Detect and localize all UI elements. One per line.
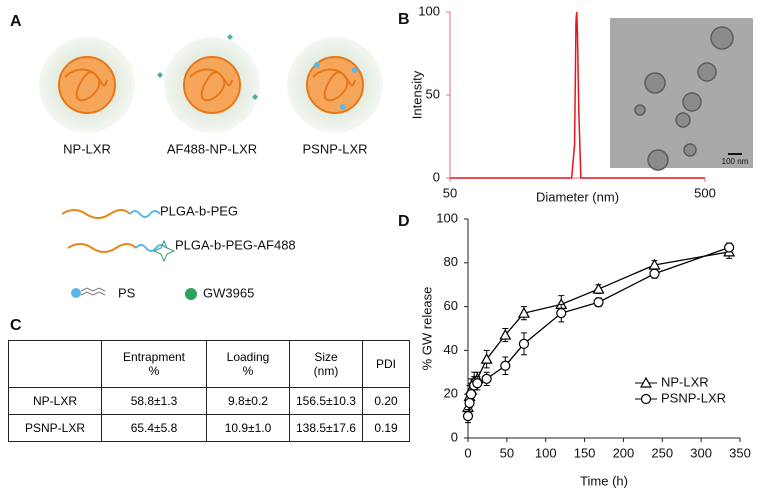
panel-letter: B	[398, 11, 410, 28]
marker	[466, 389, 477, 400]
particle-af488	[157, 34, 260, 133]
legend-label: PLGA-b-PEG-AF488	[175, 237, 296, 252]
legend-label: PS	[118, 285, 136, 300]
marker	[640, 393, 652, 405]
table-header: Entrapment % Loading % Size (nm) PDI	[8, 340, 410, 388]
header-text: Entrapment %	[122, 350, 186, 378]
x-tick-label: 500	[694, 185, 716, 200]
data-table: Entrapment % Loading % Size (nm) PDI NP-…	[8, 340, 410, 442]
x-tick-label: 300	[690, 445, 712, 460]
legend-label: PSNP-LXR	[661, 390, 726, 405]
legend-label: GW3965	[203, 285, 254, 300]
y-tick-label: 50	[426, 86, 440, 101]
table-row: NP-LXR 58.8±1.3 9.8±0.2 156.5±10.3 0.20	[8, 387, 410, 415]
x-tick-label: 50	[443, 185, 457, 200]
x-tick-label: 250	[651, 445, 673, 460]
table-cell: 10.9±1.0	[206, 414, 290, 442]
inset-particle	[634, 104, 646, 116]
particle-label: PSNP-LXR	[302, 141, 367, 156]
x-tick-label: 150	[574, 445, 596, 460]
marker	[500, 360, 511, 371]
x-axis-label: Time (h)	[580, 473, 628, 488]
x-tick-label: 200	[613, 445, 635, 460]
inset-particle	[682, 92, 702, 112]
particle-np	[39, 37, 135, 133]
table-row: PSNP-LXR 65.4±5.8 10.9±1.0 138.5±17.6 0.19	[8, 414, 410, 442]
y-tick-label: 80	[444, 254, 458, 269]
legend-glyphs	[61, 209, 197, 300]
inset-particle	[683, 143, 697, 157]
marker	[518, 338, 530, 349]
y-axis-label: % GW release	[419, 287, 434, 371]
y-tick-label: 100	[418, 3, 440, 18]
series-line	[450, 11, 705, 179]
inset-particle	[710, 26, 734, 50]
y-axis-label: Intensity	[409, 70, 424, 119]
header-cell	[8, 340, 102, 388]
y-tick-label: 0	[451, 429, 458, 444]
table-cell: 0.19	[362, 414, 410, 442]
table-cell: 156.5±10.3	[289, 387, 363, 415]
y-tick-label: 60	[444, 298, 458, 313]
x-tick-label: 350	[729, 445, 751, 460]
marker	[480, 352, 493, 364]
header-cell: Size (nm)	[289, 340, 363, 388]
marker	[593, 297, 604, 308]
marker	[724, 242, 735, 253]
marker	[472, 378, 483, 389]
particle-psnp	[287, 37, 383, 133]
inset-particle	[644, 72, 666, 94]
panel-letter: D	[398, 213, 410, 230]
y-tick-label: 100	[436, 210, 458, 225]
marker	[462, 411, 474, 422]
scale-label: 100 nm	[722, 157, 749, 166]
marker	[649, 268, 660, 279]
inset-particle	[697, 62, 717, 82]
header-cell: Loading %	[206, 340, 290, 388]
header-text: PDI	[375, 357, 396, 371]
header-text: Loading %	[226, 350, 270, 378]
legend-label: PLGA-b-PEG	[160, 203, 238, 218]
y-tick-label: 20	[444, 386, 458, 401]
x-tick-label: 50	[500, 445, 514, 460]
y-tick-label: 0	[433, 169, 440, 184]
marker	[464, 397, 475, 409]
table-cell: PSNP-LXR	[8, 414, 102, 442]
legend-label: NP-LXR	[661, 374, 709, 389]
particle-label: NP-LXR	[63, 141, 111, 156]
x-tick-label: 0	[464, 445, 471, 460]
marker	[592, 282, 605, 294]
header-text: Size (nm)	[313, 350, 339, 378]
panel-letter: C	[10, 317, 22, 334]
x-axis-label: Diameter (nm)	[536, 189, 619, 204]
y-tick-label: 40	[444, 342, 458, 357]
inset-particle	[647, 149, 669, 171]
table-body: NP-LXR 58.8±1.3 9.8±0.2 156.5±10.3 0.20 PSNP-…	[8, 387, 410, 442]
marker	[481, 373, 492, 384]
particle-label: AF488-NP-LXR	[167, 141, 257, 156]
x-tick-label: 100	[535, 445, 557, 460]
nanoparticles	[39, 34, 383, 133]
tem-inset: 100 nm	[610, 18, 753, 171]
header-cell: PDI	[362, 340, 410, 388]
table-cell: 138.5±17.6	[289, 414, 363, 442]
marker	[517, 306, 530, 318]
table-cell: 58.8±1.3	[101, 387, 207, 415]
inset-particle	[675, 112, 691, 128]
marker	[556, 308, 567, 319]
table-cell: 65.4±5.8	[101, 414, 207, 442]
marker	[639, 376, 653, 388]
table-cell: 0.20	[362, 387, 410, 415]
panel-letter: A	[10, 13, 22, 30]
header-cell: Entrapment %	[101, 340, 207, 388]
marker	[499, 328, 512, 340]
table-cell: NP-LXR	[8, 387, 102, 415]
table-cell: 9.8±0.2	[206, 387, 290, 415]
